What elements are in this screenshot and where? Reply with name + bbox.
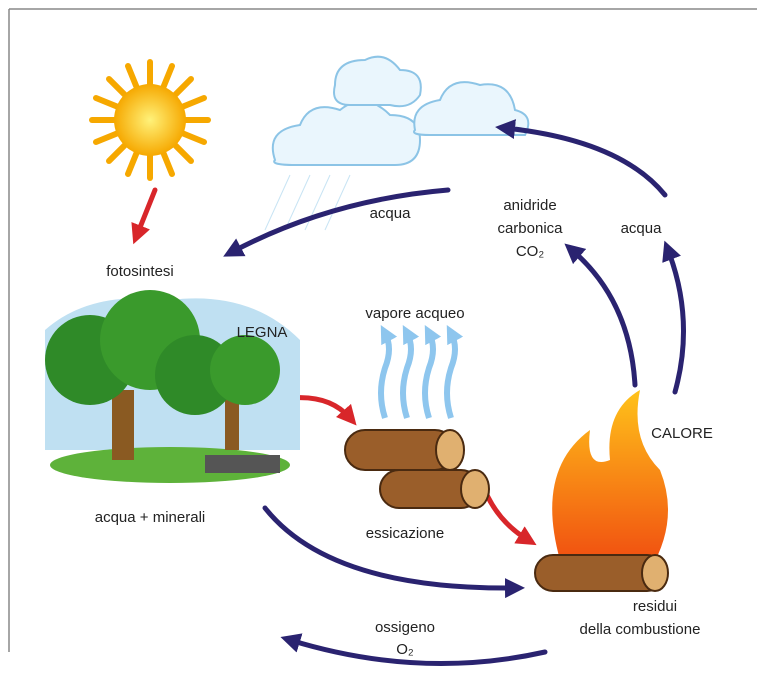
label: fotosintesi (106, 263, 174, 280)
label: residui (633, 598, 677, 615)
label: anidride (503, 197, 556, 214)
label: della combustione (580, 621, 701, 638)
label: acqua (370, 205, 412, 222)
label: essicazione (366, 525, 444, 542)
label: LEGNA (237, 324, 288, 341)
label: CALORE (651, 425, 713, 442)
fire (535, 390, 668, 591)
tree (45, 290, 300, 483)
label: carbonica (497, 220, 563, 237)
label: O₂ (396, 641, 414, 658)
vapor (381, 333, 455, 418)
label: acqua + minerali (95, 509, 205, 526)
label: vapore acqueo (365, 305, 464, 322)
sun (92, 62, 208, 178)
label: CO₂ (516, 243, 545, 260)
label: acqua (621, 220, 663, 237)
logs (345, 430, 489, 508)
label: ossigeno (375, 619, 435, 636)
cycle-diagram: fotosintesi acqua anidride carbonica CO₂… (0, 0, 757, 684)
